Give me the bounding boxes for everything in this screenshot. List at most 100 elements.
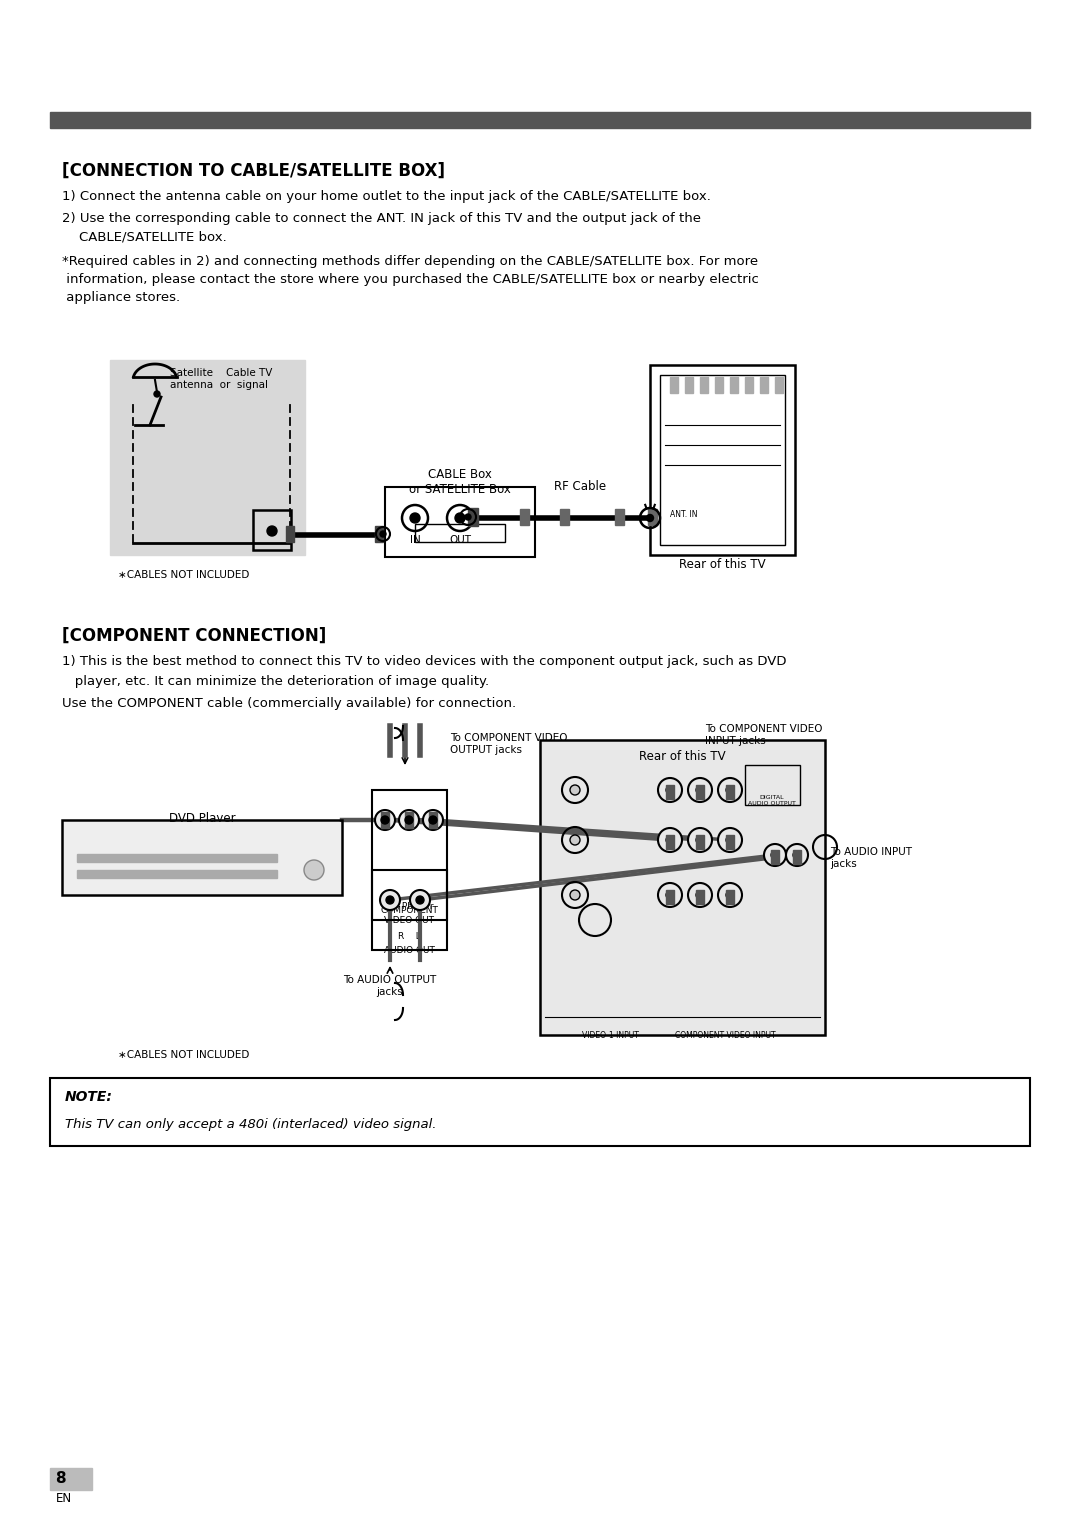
Circle shape [267,526,276,536]
Circle shape [416,896,424,903]
Circle shape [154,391,160,397]
Circle shape [688,778,712,803]
Bar [760,377,768,394]
Text: CABLE/SATELLITE box.: CABLE/SATELLITE box. [62,230,227,243]
Bar [715,377,723,394]
Text: COMPONENT
VIDEO OUT: COMPONENT VIDEO OUT [380,905,438,925]
Circle shape [688,829,712,852]
Bar [50,111,1030,128]
Text: To AUDIO OUTPUT
jacks: To AUDIO OUTPUT jacks [343,975,436,996]
Bar [405,812,413,829]
Bar [793,850,801,864]
Circle shape [726,786,734,794]
Circle shape [726,836,734,844]
Circle shape [666,836,674,844]
Circle shape [696,891,704,899]
Text: 1) This is the best method to connect this TV to video devices with the componen: 1) This is the best method to connect th… [62,655,786,668]
Circle shape [410,513,420,523]
Text: Ex.: Ex. [77,826,100,839]
Circle shape [696,836,704,844]
Bar [650,365,795,555]
Bar [726,784,734,800]
Circle shape [718,829,742,852]
Circle shape [771,852,779,859]
Text: To COMPONENT VIDEO
INPUT jacks: To COMPONENT VIDEO INPUT jacks [705,723,823,746]
Bar [685,377,693,394]
Text: NOTE:: NOTE: [65,1090,113,1103]
Text: appliance stores.: appliance stores. [62,291,180,304]
Text: CABLE Box
or SATELLITE Box: CABLE Box or SATELLITE Box [409,468,511,496]
Bar [540,740,825,1035]
Bar [666,835,674,848]
Text: DVD Player: DVD Player [168,812,235,826]
Circle shape [666,891,674,899]
Circle shape [726,891,734,899]
Circle shape [380,890,400,909]
Circle shape [718,884,742,906]
Circle shape [386,896,394,903]
Text: To AUDIO INPUT
jacks: To AUDIO INPUT jacks [831,847,912,868]
Bar [648,510,657,525]
Bar [775,377,783,394]
Bar [561,510,569,525]
Circle shape [666,786,674,794]
Bar [730,377,738,394]
Bar [700,377,708,394]
Text: VIDEO-1 INPUT: VIDEO-1 INPUT [581,1032,638,1041]
Bar [468,508,478,526]
Circle shape [786,844,808,865]
Circle shape [380,531,386,537]
Circle shape [658,778,681,803]
Bar [253,510,291,549]
Text: 1) Connect the antenna cable on your home outlet to the input jack of the CABLE/: 1) Connect the antenna cable on your hom… [62,191,711,203]
Text: DIGITAL
AUDIO OUTPUT: DIGITAL AUDIO OUTPUT [748,795,796,806]
Bar [696,835,704,848]
Circle shape [465,514,471,520]
Text: player, etc. It can minimize the deterioration of image quality.: player, etc. It can minimize the deterio… [62,674,489,688]
Text: Use the COMPONENT cable (commercially available) for connection.: Use the COMPONENT cable (commercially av… [62,697,516,710]
Text: To COMPONENT VIDEO
OUTPUT jacks: To COMPONENT VIDEO OUTPUT jacks [450,732,567,754]
Bar [62,819,342,896]
Text: Rear of this TV: Rear of this TV [678,559,766,571]
Circle shape [429,816,437,824]
Bar [745,765,800,806]
Circle shape [696,786,704,794]
Bar [372,870,447,951]
Bar [50,1468,92,1489]
Bar [660,375,785,545]
Circle shape [718,778,742,803]
Bar [696,784,704,800]
Text: ANT. IN: ANT. IN [670,510,698,519]
Text: Rear of this TV: Rear of this TV [639,749,726,763]
Text: This TV can only accept a 480i (interlaced) video signal.: This TV can only accept a 480i (interlac… [65,1119,436,1131]
Bar [286,526,294,542]
Bar [726,890,734,903]
Bar [615,510,624,525]
Text: 8: 8 [55,1471,66,1486]
Text: AUDIO OUT: AUDIO OUT [384,946,435,955]
Text: OUT: OUT [449,536,471,545]
Text: IN: IN [409,536,420,545]
Bar [666,890,674,903]
Text: information, please contact the store where you purchased the CABLE/SATELLITE bo: information, please contact the store wh… [62,273,759,285]
Text: ∗CABLES NOT INCLUDED: ∗CABLES NOT INCLUDED [118,1050,249,1061]
Bar [745,377,753,394]
Bar [519,510,529,525]
Bar [372,790,447,920]
Bar [384,487,535,557]
Circle shape [303,861,324,881]
Text: COMPONENT VIDEO INPUT: COMPONENT VIDEO INPUT [675,1032,775,1041]
Text: Satellite    Cable TV
antenna  or  signal: Satellite Cable TV antenna or signal [170,368,272,389]
Circle shape [647,514,653,522]
Bar [381,812,389,829]
Circle shape [410,890,430,909]
Bar [771,850,779,864]
Text: 2) Use the corresponding cable to connect the ANT. IN jack of this TV and the ou: 2) Use the corresponding cable to connec… [62,212,701,224]
Circle shape [405,816,413,824]
Text: [CONNECTION TO CABLE/SATELLITE BOX]: [CONNECTION TO CABLE/SATELLITE BOX] [62,162,445,180]
Bar [375,526,383,542]
Bar [64,823,340,893]
Circle shape [455,513,465,523]
Text: [COMPONENT CONNECTION]: [COMPONENT CONNECTION] [62,627,326,645]
Bar [415,523,505,542]
